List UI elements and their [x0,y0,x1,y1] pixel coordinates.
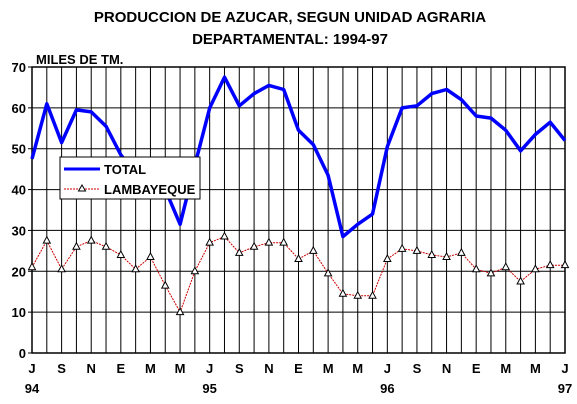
y-tick-labels: 0 10 20 30 40 50 60 70 [12,60,26,361]
data-point-lambayeque [308,245,318,254]
data-point-lambayeque [353,290,363,299]
data-point-lambayeque [560,260,570,269]
data-point-lambayeque [57,264,66,273]
y-tick-label: 70 [12,60,26,75]
data-point-lambayeque [27,262,37,271]
data-point-lambayeque [516,276,525,285]
x-tick-label: M [530,361,541,376]
y-tick-label: 30 [12,223,26,238]
series-lines [27,75,570,316]
x-tick-label: N [264,361,273,376]
data-point-lambayeque [368,290,377,299]
year-label: 97 [558,381,572,396]
legend-lambayeque-marker [77,184,87,192]
data-point-lambayeque [486,268,496,277]
data-point-lambayeque [160,280,170,289]
x-tick-label: S [413,361,422,376]
x-tick-label: E [294,361,303,376]
x-tick-label: S [235,361,244,376]
year-label: 95 [202,381,216,396]
plot-frame [31,66,566,354]
data-point-lambayeque [86,235,96,244]
y-tick-label: 10 [12,305,26,320]
data-point-lambayeque [457,247,466,256]
x-tick-label: J [28,361,35,376]
data-point-lambayeque [249,241,259,250]
data-point-lambayeque [190,266,200,275]
data-point-lambayeque [131,264,140,273]
data-point-lambayeque [323,268,333,277]
data-point-lambayeque [101,241,111,250]
x-tick-label: N [87,361,96,376]
data-point-lambayeque [382,253,392,263]
x-tick-label: M [145,361,156,376]
data-point-lambayeque [146,251,155,260]
y-tick-label: 50 [12,142,26,157]
x-tick-label: M [323,361,334,376]
data-point-lambayeque [175,307,185,316]
legend-box [59,156,201,200]
year-label: 96 [380,381,394,396]
data-point-lambayeque [471,264,481,273]
x-tick-label: S [57,361,66,376]
x-tick-label: J [561,361,568,376]
data-point-lambayeque [72,241,81,250]
data-point-lambayeque [264,237,274,246]
data-point-lambayeque [545,260,555,269]
data-point-lambayeque [412,245,422,254]
legend-total-label: TOTAL [104,162,146,177]
year-label: 94 [25,381,40,396]
data-point-lambayeque [397,243,407,252]
data-point-lambayeque [427,249,437,258]
y-tick-label: 40 [12,183,26,198]
data-point-lambayeque [294,253,303,263]
chart-title-line-1: PRODUCCION DE AZUCAR, SEGUN UNIDAD AGRAR… [94,9,486,26]
data-point-lambayeque [279,237,289,246]
series-line-total [30,75,567,239]
legend: TOTAL LAMBAYEQUE [59,156,201,200]
data-point-lambayeque [42,235,52,244]
data-point-lambayeque [220,231,229,240]
x-tick-label: J [384,361,391,376]
data-point-lambayeque [531,264,540,273]
x-tick-label: J [206,361,213,376]
x-tick-label: E [116,361,125,376]
y-tick-label: 0 [19,346,26,361]
y-tick-label: 20 [12,264,26,279]
grid-lines [31,66,566,354]
data-point-lambayeque [501,262,511,271]
axes [28,66,566,354]
y-axis-label: MILES DE TM. [36,52,123,67]
x-tick-label: N [442,361,451,376]
x-tick-label: M [352,361,363,376]
legend-lambayeque-label: LAMBAYEQUE [104,182,196,197]
x-tick-label: M [500,361,511,376]
data-point-lambayeque [234,247,244,256]
x-tick-label: E [472,361,481,376]
year-labels: 94 95 96 97 [25,381,572,396]
data-point-lambayeque [338,288,348,297]
x-tick-label: M [175,361,186,376]
chart-title-line-2: DEPARTAMENTAL: 1994-97 [192,31,388,48]
data-point-lambayeque [442,251,451,260]
data-point-lambayeque [116,249,126,258]
data-point-lambayeque [205,237,215,246]
y-tick-label: 60 [12,101,26,116]
